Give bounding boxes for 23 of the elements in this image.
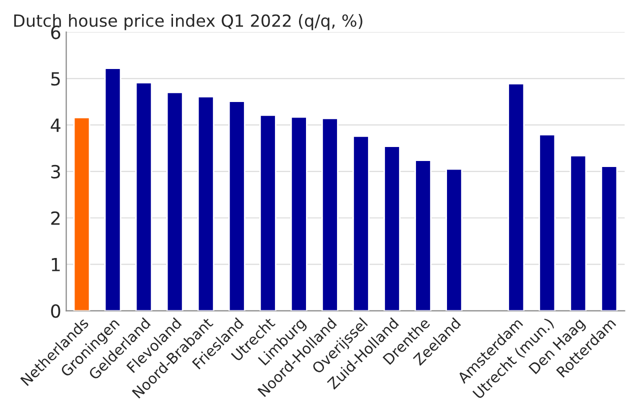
y-tick-label: 2 (51, 211, 60, 225)
bar (508, 82, 525, 311)
bar (446, 168, 463, 311)
bar (290, 116, 308, 311)
bar (73, 116, 90, 311)
y-tick-label: 1 (52, 258, 60, 272)
bar (322, 118, 338, 311)
bar (600, 166, 618, 311)
bar (135, 82, 152, 311)
bar (197, 96, 214, 311)
bar (414, 160, 432, 311)
bar (166, 92, 184, 311)
y-tick-label: 3 (51, 164, 60, 179)
bar (384, 146, 400, 311)
bar (228, 100, 246, 311)
bar (104, 68, 122, 311)
bar (259, 114, 276, 311)
y-tick-label: 0 (51, 304, 60, 318)
y-tick-label: 4 (50, 118, 60, 132)
y-tick-label: 5 (51, 72, 60, 86)
bar (570, 154, 587, 311)
bar (352, 135, 370, 311)
bar (538, 134, 556, 311)
